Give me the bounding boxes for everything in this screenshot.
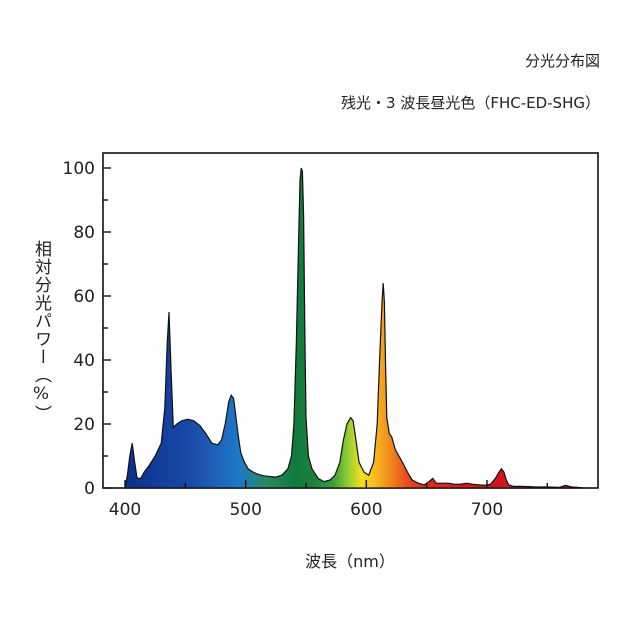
y-axis-label: 相対分光パワー（%） (31, 240, 51, 423)
x-axis-label: 波長（nm） (305, 552, 395, 571)
x-tick-label: 700 (471, 500, 503, 520)
y-tick-label: 60 (73, 287, 95, 307)
chart-title: 分光分布図 (524, 52, 600, 70)
y-tick-label: 20 (73, 415, 95, 435)
spectrum-area (124, 167, 584, 489)
axis-tick-labels: 0 20 40 60 80 100 400 500 600 700 (63, 159, 504, 520)
x-tick-label: 400 (109, 500, 141, 520)
chart-subtitle: 残光・3 波長昼光色（FHC-ED-SHG） (341, 94, 600, 112)
y-tick-label: 80 (73, 223, 95, 243)
x-tick-label: 600 (350, 500, 382, 520)
y-tick-label: 40 (73, 351, 95, 371)
x-tick-label: 500 (229, 500, 261, 520)
y-tick-label: 100 (63, 159, 95, 179)
axis-ticks (103, 167, 549, 489)
y-tick-label: 0 (84, 479, 95, 499)
